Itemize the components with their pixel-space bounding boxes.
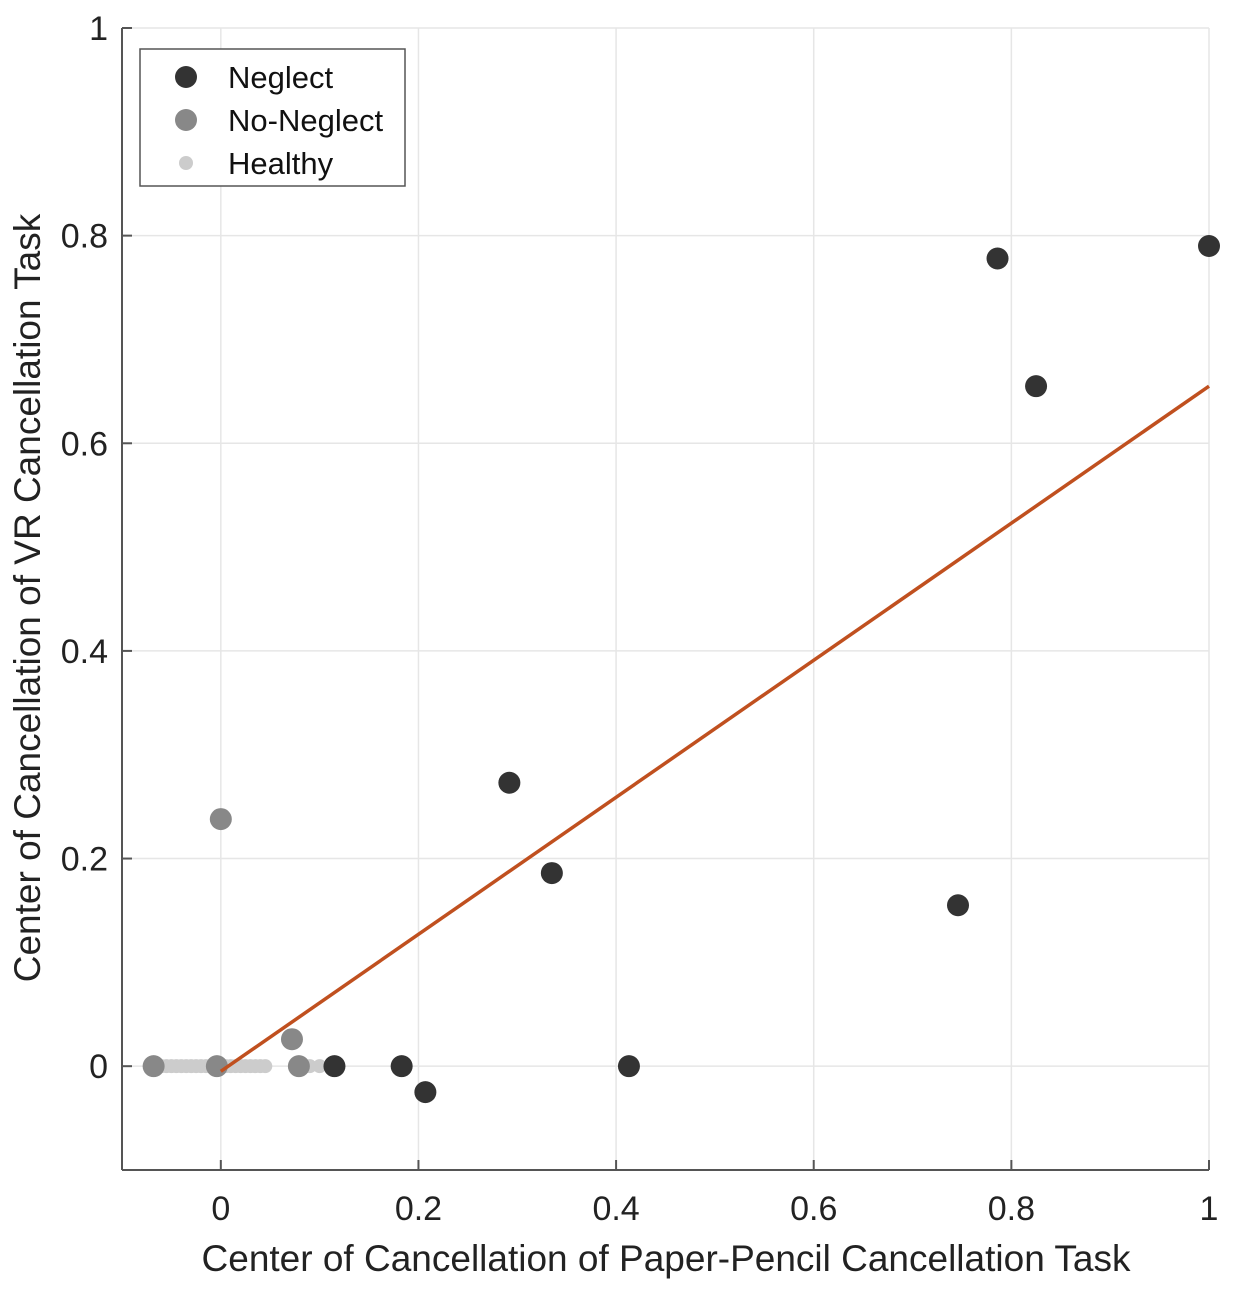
data-points <box>142 235 1220 1104</box>
axes: 0 0.2 0.4 0.6 0.8 1 0 0.2 0.4 0.6 0.8 1 <box>61 10 1219 1228</box>
neglect-point <box>414 1081 437 1104</box>
x-tick-label: 1 <box>1200 1190 1219 1228</box>
neglect-point <box>323 1055 346 1078</box>
y-tick-label: 0 <box>89 1048 108 1086</box>
regression-line <box>219 384 1210 1073</box>
neglect-point <box>986 247 1009 270</box>
no-neglect-point <box>209 808 232 831</box>
legend: Neglect No-Neglect Healthy <box>139 48 406 187</box>
neglect-point <box>498 771 521 794</box>
healthy-point <box>258 1059 273 1074</box>
x-tick-label: 0.4 <box>592 1190 639 1228</box>
y-tick-label: 0.4 <box>61 633 108 671</box>
no-neglect-point <box>205 1055 228 1078</box>
neglect-point <box>1198 235 1220 258</box>
grid <box>122 27 1210 1170</box>
y-tick-label: 0.2 <box>61 841 108 879</box>
neglect-point <box>947 894 970 917</box>
x-tick-label: 0 <box>211 1190 230 1228</box>
no-neglect-point <box>142 1055 165 1078</box>
legend-label-neglect: Neglect <box>228 60 333 95</box>
x-tick-label: 0.2 <box>395 1190 442 1228</box>
no-neglect-point <box>287 1055 310 1078</box>
neglect-point <box>617 1055 640 1078</box>
fit-line <box>219 384 1210 1073</box>
y-tick-label: 0.8 <box>61 218 108 256</box>
x-tick-label: 0.6 <box>790 1190 837 1228</box>
legend-marker-neglect <box>175 66 197 88</box>
y-axis-title: Center of Cancellation of VR Cancellatio… <box>7 213 48 982</box>
legend-label-healthy: Healthy <box>228 146 334 181</box>
no-neglect-point <box>280 1028 303 1051</box>
neglect-point <box>1025 375 1048 398</box>
neglect-point <box>390 1055 413 1078</box>
legend-marker-no-neglect <box>175 109 197 131</box>
y-tick-label: 0.6 <box>61 425 108 463</box>
x-tick-label: 0.8 <box>988 1190 1035 1228</box>
healthy-point <box>312 1059 327 1074</box>
y-tick-label: 1 <box>89 10 108 48</box>
legend-label-no-neglect: No-Neglect <box>228 103 383 138</box>
x-axis-title: Center of Cancellation of Paper-Pencil C… <box>202 1238 1131 1279</box>
neglect-point <box>540 862 563 885</box>
legend-marker-healthy <box>179 156 193 170</box>
